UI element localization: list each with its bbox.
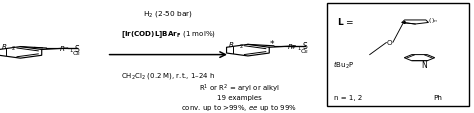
Text: $\mathbf{L}$ =: $\mathbf{L}$ = [337, 16, 354, 27]
Text: R: R [60, 45, 65, 51]
Text: S: S [75, 44, 80, 53]
Text: ($\,)_n$: ($\,)_n$ [428, 16, 438, 25]
Text: 1: 1 [70, 47, 73, 52]
Text: R$^1$ or R$^2$ = aryl or alkyl: R$^1$ or R$^2$ = aryl or alkyl [199, 81, 280, 94]
Text: n = 1, 2: n = 1, 2 [334, 94, 363, 100]
Text: H$_2$ (2-50 bar): H$_2$ (2-50 bar) [143, 9, 193, 19]
Text: 2: 2 [240, 44, 243, 49]
Text: CH$_2$Cl$_2$ (0.2 M), r.t., 1–24 h: CH$_2$Cl$_2$ (0.2 M), r.t., 1–24 h [121, 71, 216, 80]
Text: $t$Bu$_2$P: $t$Bu$_2$P [333, 59, 354, 70]
Text: 1: 1 [297, 45, 301, 50]
Text: *: * [270, 39, 274, 48]
Bar [327, 4, 469, 106]
Text: R: R [229, 42, 234, 48]
Text: $\mathbf{[Ir(COD)L]BAr_F}$ (1 mol%): $\mathbf{[Ir(COD)L]BAr_F}$ (1 mol%) [121, 29, 216, 40]
Text: S: S [302, 42, 307, 51]
Text: 2: 2 [12, 46, 16, 51]
Text: O: O [387, 40, 392, 46]
Text: conv. up to >99%, $ee$ up to 99%: conv. up to >99%, $ee$ up to 99% [182, 102, 297, 112]
Text: O$_2$: O$_2$ [300, 47, 310, 56]
Text: 19 examples: 19 examples [217, 95, 262, 101]
Text: *: * [291, 45, 295, 54]
Text: N: N [421, 61, 427, 70]
Text: O$_2$: O$_2$ [73, 49, 82, 58]
Text: R: R [1, 44, 7, 50]
Text: Ph: Ph [434, 94, 442, 100]
Text: R: R [287, 43, 292, 49]
